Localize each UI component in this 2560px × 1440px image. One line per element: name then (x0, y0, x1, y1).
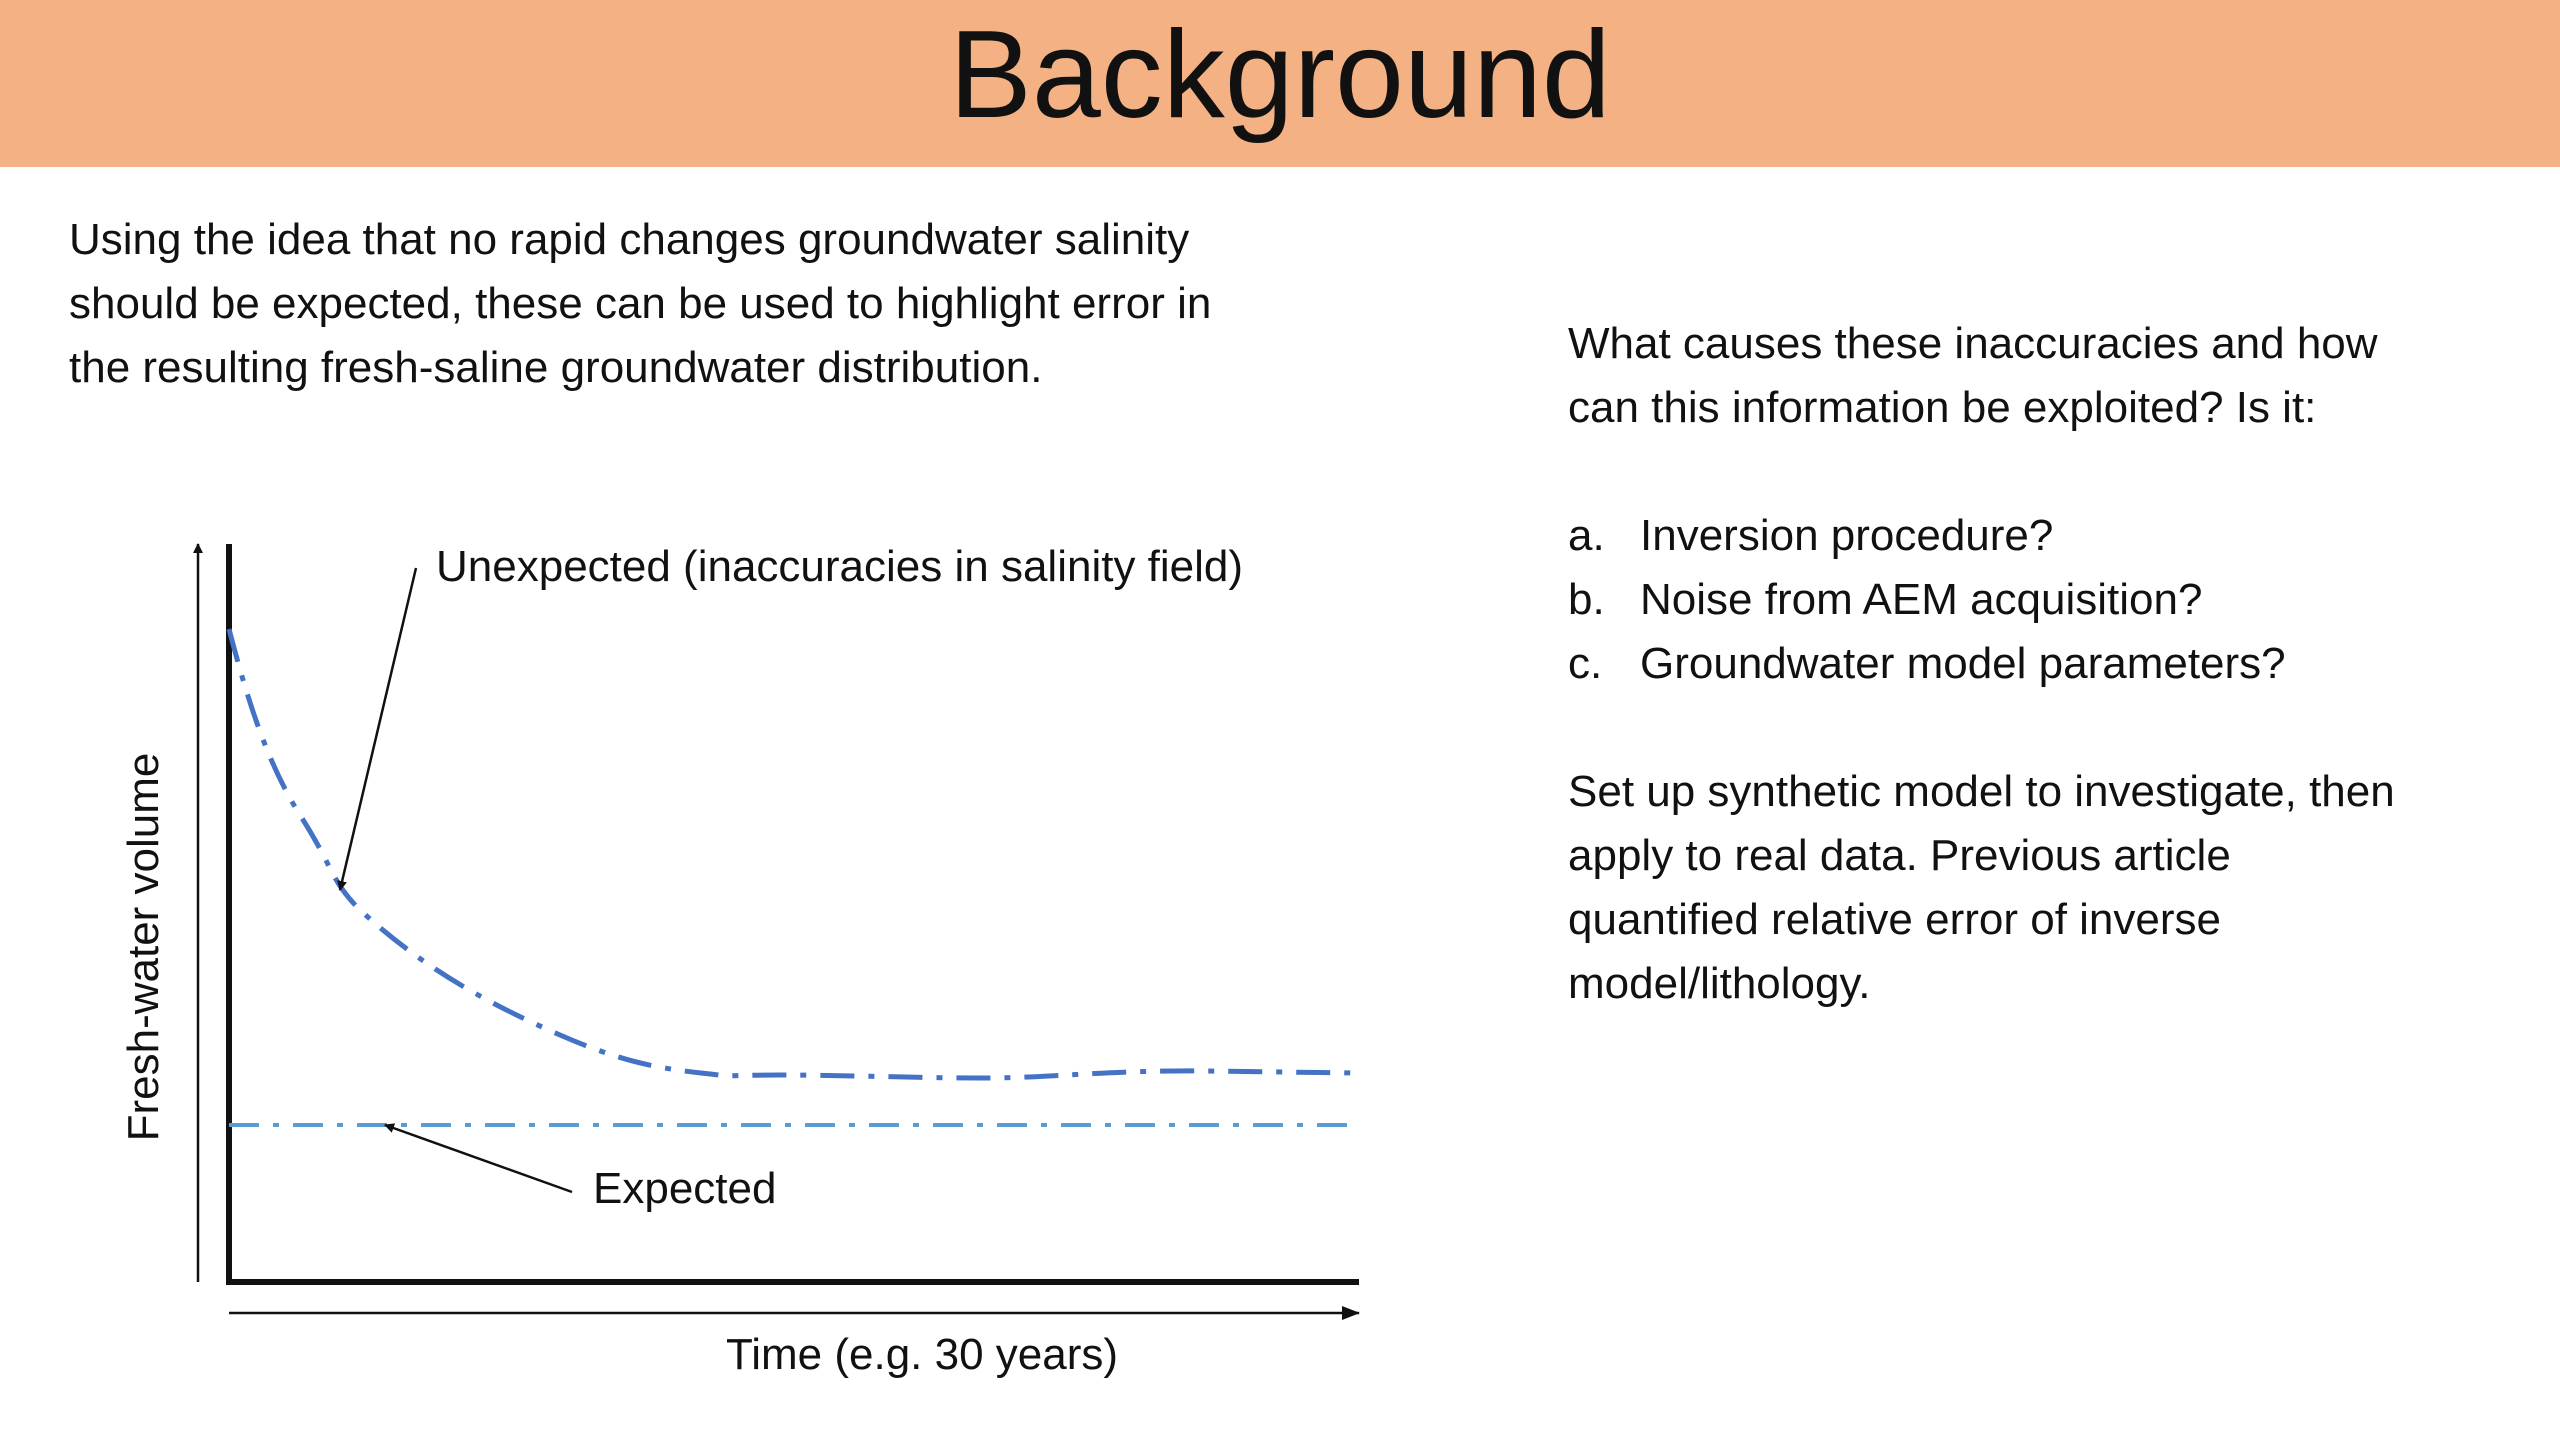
list-text: Groundwater model parameters? (1640, 639, 2286, 688)
intro-line: the resulting fresh-saline groundwater d… (69, 343, 1043, 392)
unexpected-arrow (337, 567, 418, 891)
list-item: a. Inversion procedure? (1568, 504, 2286, 568)
list-item: c. Groundwater model parameters? (1568, 632, 2286, 696)
list-marker: a. (1568, 511, 1605, 560)
y-axis-label: Fresh-water volume (119, 752, 168, 1142)
options-list: a. Inversion procedure? b. Noise from AEM … (1568, 504, 2286, 696)
question-line: What causes these inaccuracies and how (1568, 319, 2378, 368)
expected-arrow (384, 1123, 573, 1194)
intro-line: Using the idea that no rapid changes gro… (69, 215, 1190, 264)
plan-line: Set up synthetic model to investigate, t… (1568, 767, 2395, 816)
annotation-unexpected: Unexpected (inaccuracies in salinity fie… (436, 542, 1244, 591)
slide-title: Background (949, 6, 1611, 144)
list-text: Inversion procedure? (1640, 511, 2054, 560)
annotation-expected: Expected (593, 1164, 777, 1213)
x-axis-label: Time (e.g. 30 years) (726, 1330, 1119, 1379)
plan-line: model/lithology. (1568, 959, 1871, 1008)
plan-line: apply to real data. Previous article (1568, 831, 2231, 880)
list-marker: c. (1568, 639, 1603, 688)
question-text: What causes these inaccuracies and how c… (1568, 312, 2378, 440)
series-unexpected (226, 628, 1356, 1081)
intro-text: Using the idea that no rapid changes gro… (69, 208, 1211, 400)
list-marker: b. (1568, 575, 1605, 624)
question-line: can this information be exploited? Is it… (1568, 383, 2317, 432)
intro-line: should be expected, these can be used to… (69, 279, 1212, 328)
plan-line: quantified relative error of inverse (1568, 895, 2221, 944)
title-bar (0, 0, 2560, 167)
plan-text: Set up synthetic model to investigate, t… (1568, 760, 2395, 1016)
list-text: Noise from AEM acquisition? (1640, 575, 2203, 624)
list-item: b. Noise from AEM acquisition? (1568, 568, 2286, 632)
